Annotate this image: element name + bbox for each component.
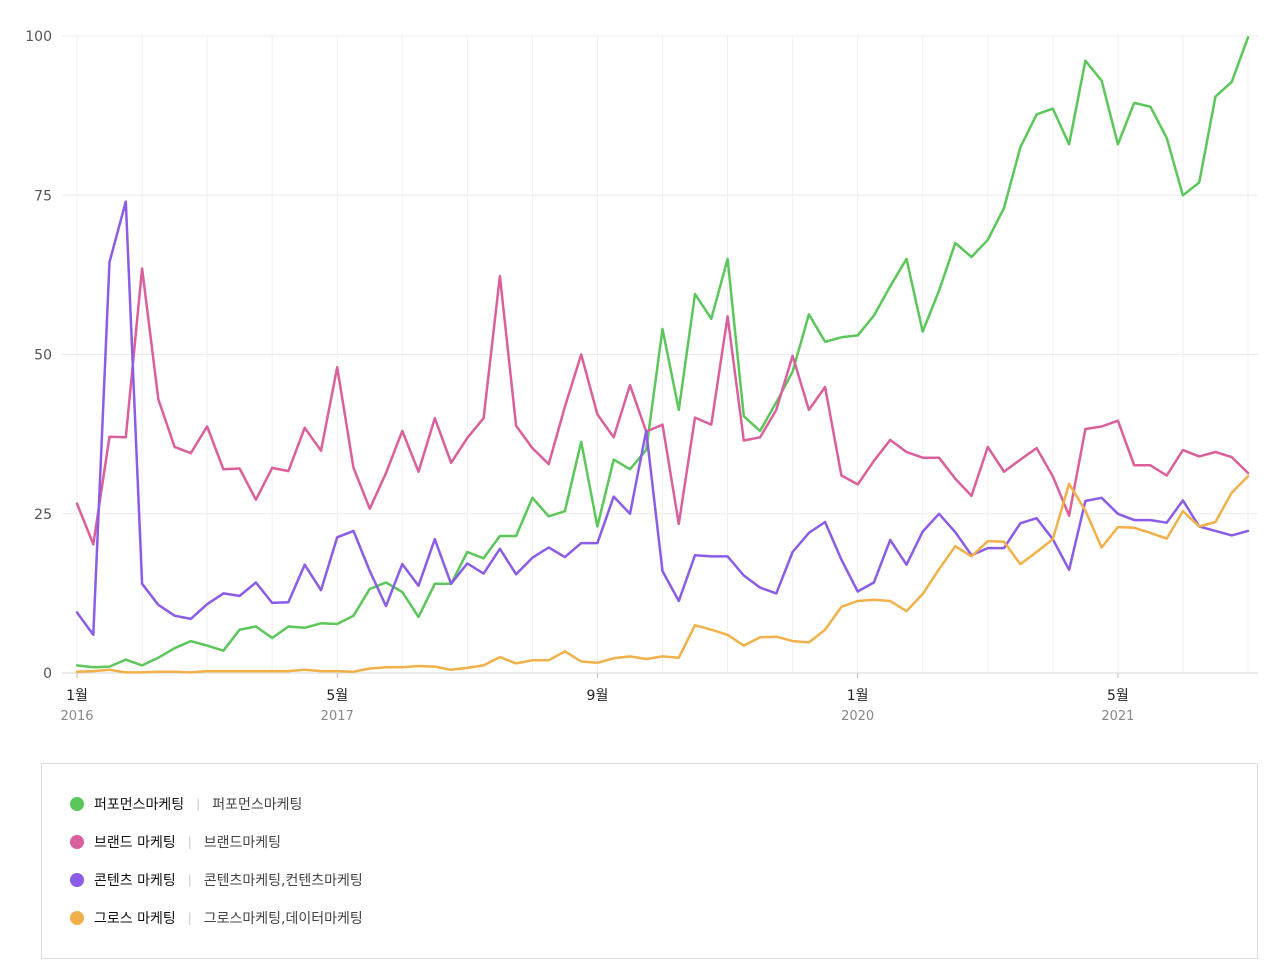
series-line-1[interactable] [75, 267, 1250, 546]
y-tick-label: 0 [43, 666, 52, 682]
legend-item-growth[interactable]: 그로스 마케팅 | 그로스마케팅,데이터마케팅 [70, 906, 363, 930]
legend-dot-performance [70, 797, 84, 811]
grid [62, 35, 1258, 674]
legend-dot-brand [70, 835, 84, 849]
series-lines [75, 36, 1250, 674]
legend-dot-content [70, 873, 84, 887]
x-tick-month-label: 1월 [66, 688, 88, 704]
legend-dot-growth [70, 911, 84, 925]
legend-keywords-content: 콘텐츠마케팅,컨텐츠마케팅 [203, 873, 363, 889]
line-chart: 0 25 50 75 100 1월 2016 5월 2017 9월 1월 2020 5월 2021 [25, 29, 1258, 724]
x-tick-month-label: 1월 [847, 688, 869, 704]
legend-label-brand: 브랜드 마케팅 [94, 835, 176, 851]
legend-item-brand[interactable]: 브랜드 마케팅 | 브랜드마케팅 [70, 830, 281, 854]
legend-keywords-growth: 그로스마케팅,데이터마케팅 [203, 911, 363, 927]
legend-separator: | [187, 835, 192, 849]
legend: 퍼포먼스마케팅 | 퍼포먼스마케팅 브랜드 마케팅 | 브랜드마케팅 콘텐츠 마… [41, 763, 1258, 959]
x-tick-month-label: 5월 [1107, 688, 1129, 704]
y-tick-label: 100 [25, 29, 52, 45]
legend-keywords-performance: 퍼포먼스마케팅 [212, 797, 303, 813]
y-tick-label: 25 [34, 507, 52, 523]
y-tick-label: 50 [34, 348, 52, 364]
x-tick-year-label: 2021 [1101, 709, 1134, 724]
x-tick-month-label: 9월 [587, 688, 609, 704]
legend-label-performance: 퍼포먼스마케팅 [94, 797, 185, 813]
x-tick-year-label: 2020 [841, 709, 874, 724]
x-tick-year-label: 2017 [321, 709, 354, 724]
legend-item-performance[interactable]: 퍼포먼스마케팅 | 퍼포먼스마케팅 [70, 792, 302, 816]
legend-separator: | [196, 797, 201, 811]
y-tick-label: 75 [34, 188, 52, 204]
legend-separator: | [187, 873, 192, 887]
legend-separator: | [187, 911, 192, 925]
axes: 0 25 50 75 100 1월 2016 5월 2017 9월 1월 2020 5월 2021 [25, 29, 1134, 724]
series-line-3[interactable] [75, 474, 1250, 674]
x-tick-month-label: 5월 [326, 688, 348, 704]
legend-keywords-brand: 브랜드마케팅 [203, 835, 282, 851]
legend-label-content: 콘텐츠 마케팅 [94, 873, 176, 889]
legend-item-content[interactable]: 콘텐츠 마케팅 | 콘텐츠마케팅,컨텐츠마케팅 [70, 868, 363, 892]
x-tick-year-label: 2016 [60, 709, 93, 724]
legend-label-growth: 그로스 마케팅 [94, 911, 176, 927]
series-line-0[interactable] [75, 36, 1250, 669]
